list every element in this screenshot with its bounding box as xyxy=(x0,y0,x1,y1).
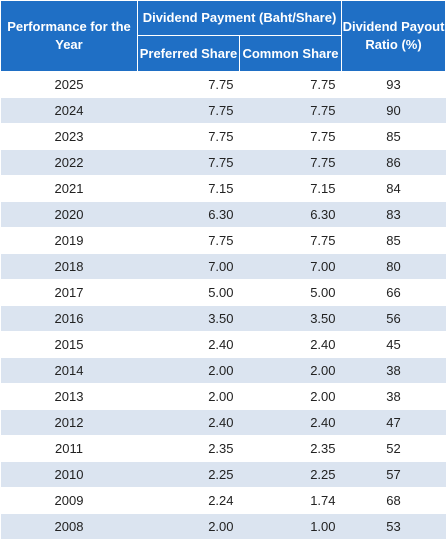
table-row: 2017 5.00 5.00 66 xyxy=(0,279,446,306)
table-row: 2021 7.15 7.15 84 xyxy=(0,175,446,202)
table-row: 2025 7.75 7.75 93 xyxy=(0,71,446,98)
preferred-share-cell: 7.15 xyxy=(137,175,240,202)
table-row: 2012 2.40 2.40 47 xyxy=(0,409,446,436)
common-share-cell: 5.00 xyxy=(239,279,342,306)
year-cell: 2025 xyxy=(0,71,138,98)
payout-ratio-cell: 57 xyxy=(341,461,446,488)
table-row: 2024 7.75 7.75 90 xyxy=(0,97,446,124)
preferred-share-cell: 2.40 xyxy=(137,331,240,358)
table-row: 2008 2.00 1.00 53 xyxy=(0,513,446,540)
payout-ratio-cell: 66 xyxy=(341,279,446,306)
table-row: 2013 2.00 2.00 38 xyxy=(0,383,446,410)
common-share-header: Common Share xyxy=(238,35,343,72)
year-cell: 2017 xyxy=(0,279,138,306)
payout-ratio-cell: 45 xyxy=(341,331,446,358)
table-row: 2020 6.30 6.30 83 xyxy=(0,201,446,228)
table-row: 2011 2.35 2.35 52 xyxy=(0,435,446,462)
payout-ratio-cell: 52 xyxy=(341,435,446,462)
common-share-cell: 7.15 xyxy=(239,175,342,202)
table-row: 2016 3.50 3.50 56 xyxy=(0,305,446,332)
year-cell: 2013 xyxy=(0,383,138,410)
dividend-payment-header: Dividend Payment (Baht/Share) xyxy=(136,0,343,36)
preferred-share-cell: 2.00 xyxy=(137,357,240,384)
common-share-cell: 2.25 xyxy=(239,461,342,488)
year-cell: 2018 xyxy=(0,253,138,280)
payout-ratio-cell: 83 xyxy=(341,201,446,228)
performance-year-header: Performance for the Year xyxy=(0,0,138,72)
payout-ratio-cell: 56 xyxy=(341,305,446,332)
common-share-cell: 7.75 xyxy=(239,227,342,254)
year-cell: 2020 xyxy=(0,201,138,228)
table-row: 2014 2.00 2.00 38 xyxy=(0,357,446,384)
year-cell: 2014 xyxy=(0,357,138,384)
year-cell: 2023 xyxy=(0,123,138,150)
preferred-share-cell: 2.35 xyxy=(137,435,240,462)
payout-ratio-cell: 90 xyxy=(341,97,446,124)
common-share-cell: 2.35 xyxy=(239,435,342,462)
common-share-cell: 6.30 xyxy=(239,201,342,228)
payout-ratio-cell: 86 xyxy=(341,149,446,176)
payout-ratio-cell: 93 xyxy=(341,71,446,98)
preferred-share-cell: 2.24 xyxy=(137,487,240,514)
payout-ratio-cell: 68 xyxy=(341,487,446,514)
table-header: Performance for the Year Dividend Paymen… xyxy=(0,0,446,72)
common-share-cell: 1.74 xyxy=(239,487,342,514)
payout-ratio-cell: 84 xyxy=(341,175,446,202)
table-row: 2015 2.40 2.40 45 xyxy=(0,331,446,358)
preferred-share-cell: 7.75 xyxy=(137,227,240,254)
preferred-share-cell: 7.00 xyxy=(137,253,240,280)
preferred-share-cell: 2.40 xyxy=(137,409,240,436)
dividend-table: Performance for the Year Dividend Paymen… xyxy=(0,0,446,540)
common-share-cell: 7.75 xyxy=(239,71,342,98)
payout-ratio-cell: 53 xyxy=(341,513,446,540)
payout-ratio-cell: 85 xyxy=(341,227,446,254)
preferred-share-cell: 7.75 xyxy=(137,71,240,98)
preferred-share-cell: 7.75 xyxy=(137,97,240,124)
year-cell: 2011 xyxy=(0,435,138,462)
preferred-share-cell: 7.75 xyxy=(137,123,240,150)
preferred-share-cell: 2.00 xyxy=(137,513,240,540)
table-row: 2010 2.25 2.25 57 xyxy=(0,461,446,488)
preferred-share-cell: 7.75 xyxy=(137,149,240,176)
payout-ratio-cell: 80 xyxy=(341,253,446,280)
year-cell: 2009 xyxy=(0,487,138,514)
payout-ratio-header: Dividend Payout Ratio (%) xyxy=(341,0,446,72)
year-cell: 2016 xyxy=(0,305,138,332)
preferred-share-header: Preferred Share xyxy=(137,35,240,72)
year-cell: 2021 xyxy=(0,175,138,202)
table-row: 2009 2.24 1.74 68 xyxy=(0,487,446,514)
preferred-share-cell: 6.30 xyxy=(137,201,240,228)
common-share-cell: 7.75 xyxy=(239,149,342,176)
common-share-cell: 2.40 xyxy=(239,409,342,436)
year-cell: 2024 xyxy=(0,97,138,124)
payout-ratio-cell: 38 xyxy=(341,357,446,384)
common-share-cell: 1.00 xyxy=(239,513,342,540)
common-share-cell: 2.40 xyxy=(239,331,342,358)
common-share-cell: 3.50 xyxy=(239,305,342,332)
common-share-cell: 2.00 xyxy=(239,357,342,384)
preferred-share-cell: 3.50 xyxy=(137,305,240,332)
year-cell: 2019 xyxy=(0,227,138,254)
payout-ratio-cell: 85 xyxy=(341,123,446,150)
preferred-share-cell: 2.25 xyxy=(137,461,240,488)
common-share-cell: 2.00 xyxy=(239,383,342,410)
table-row: 2018 7.00 7.00 80 xyxy=(0,253,446,280)
preferred-share-cell: 2.00 xyxy=(137,383,240,410)
common-share-cell: 7.75 xyxy=(239,97,342,124)
common-share-cell: 7.75 xyxy=(239,123,342,150)
year-cell: 2010 xyxy=(0,461,138,488)
table-body: 2025 7.75 7.75 93 2024 7.75 7.75 90 2023 7.75 7.75… xyxy=(0,71,446,540)
common-share-cell: 7.00 xyxy=(239,253,342,280)
payout-ratio-cell: 47 xyxy=(341,409,446,436)
year-cell: 2015 xyxy=(0,331,138,358)
year-cell: 2012 xyxy=(0,409,138,436)
year-cell: 2022 xyxy=(0,149,138,176)
table-row: 2022 7.75 7.75 86 xyxy=(0,149,446,176)
table-row: 2019 7.75 7.75 85 xyxy=(0,227,446,254)
table-row: 2023 7.75 7.75 85 xyxy=(0,123,446,150)
year-cell: 2008 xyxy=(0,513,138,540)
preferred-share-cell: 5.00 xyxy=(137,279,240,306)
payout-ratio-cell: 38 xyxy=(341,383,446,410)
